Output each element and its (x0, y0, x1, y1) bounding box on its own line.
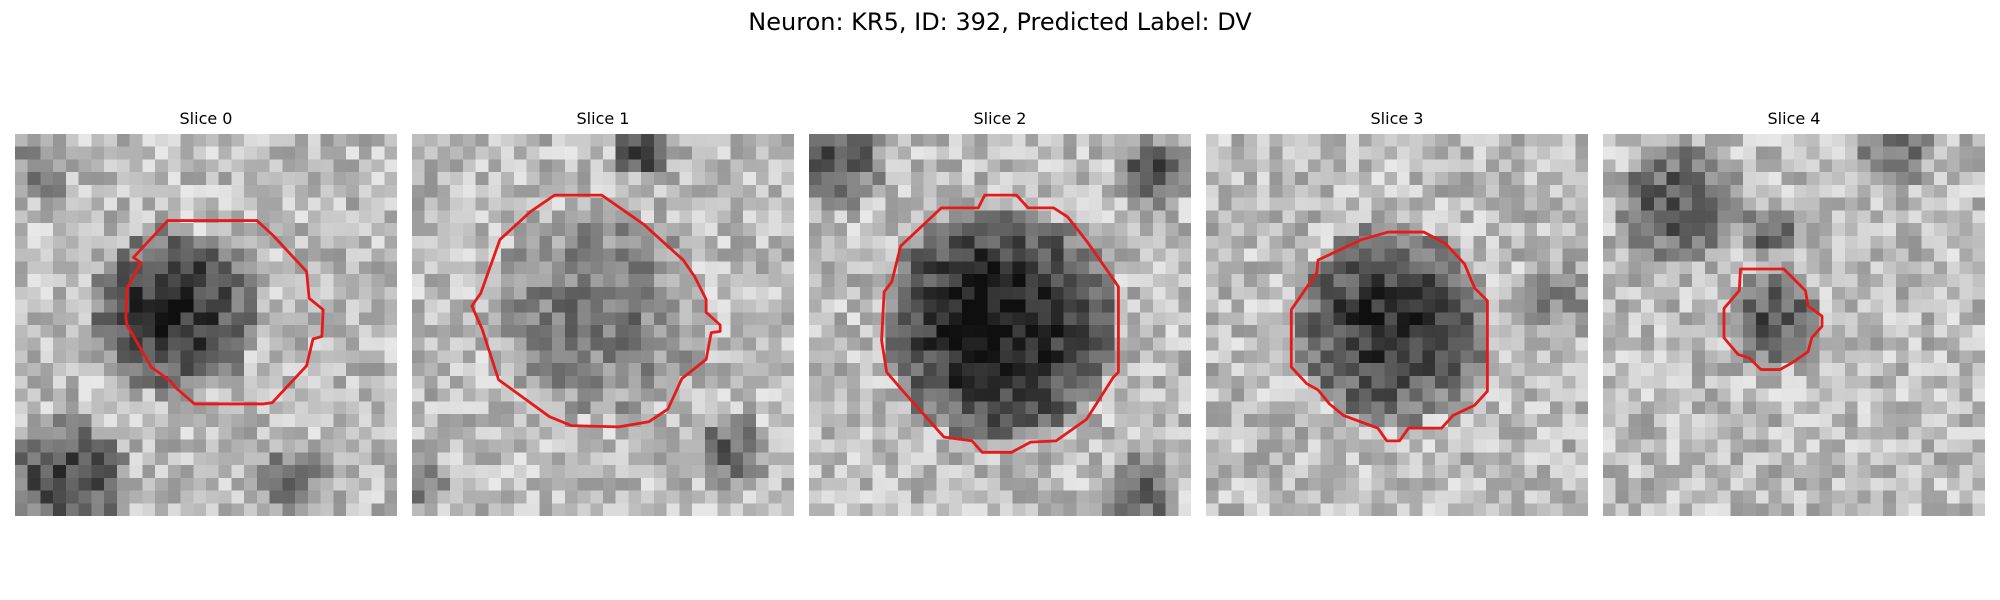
slice-title: Slice 2 (973, 109, 1027, 128)
roi-contour (470, 193, 722, 429)
slice-image (412, 134, 794, 516)
slice-image (1603, 134, 1985, 516)
slice-image (809, 134, 1191, 516)
slice-panel-1: Slice 1 (412, 108, 794, 516)
slice-panel-4: Slice 4 (1603, 108, 1985, 516)
roi-contour (1722, 267, 1824, 371)
figure-title: Neuron: KR5, ID: 392, Predicted Label: D… (748, 8, 1252, 36)
slice-title: Slice 1 (576, 109, 630, 128)
slice-panel-2: Slice 2 (809, 108, 1191, 516)
slice-panel-3: Slice 3 (1206, 108, 1588, 516)
slice-title: Slice 4 (1767, 109, 1821, 128)
roi-contour (880, 193, 1120, 454)
slice-title: Slice 3 (1370, 109, 1424, 128)
slice-title: Slice 0 (179, 109, 233, 128)
slice-image (15, 134, 397, 516)
roi-contour (1289, 230, 1489, 443)
slice-panel-0: Slice 0 (15, 108, 397, 516)
slice-image (1206, 134, 1588, 516)
roi-contour (124, 219, 325, 406)
